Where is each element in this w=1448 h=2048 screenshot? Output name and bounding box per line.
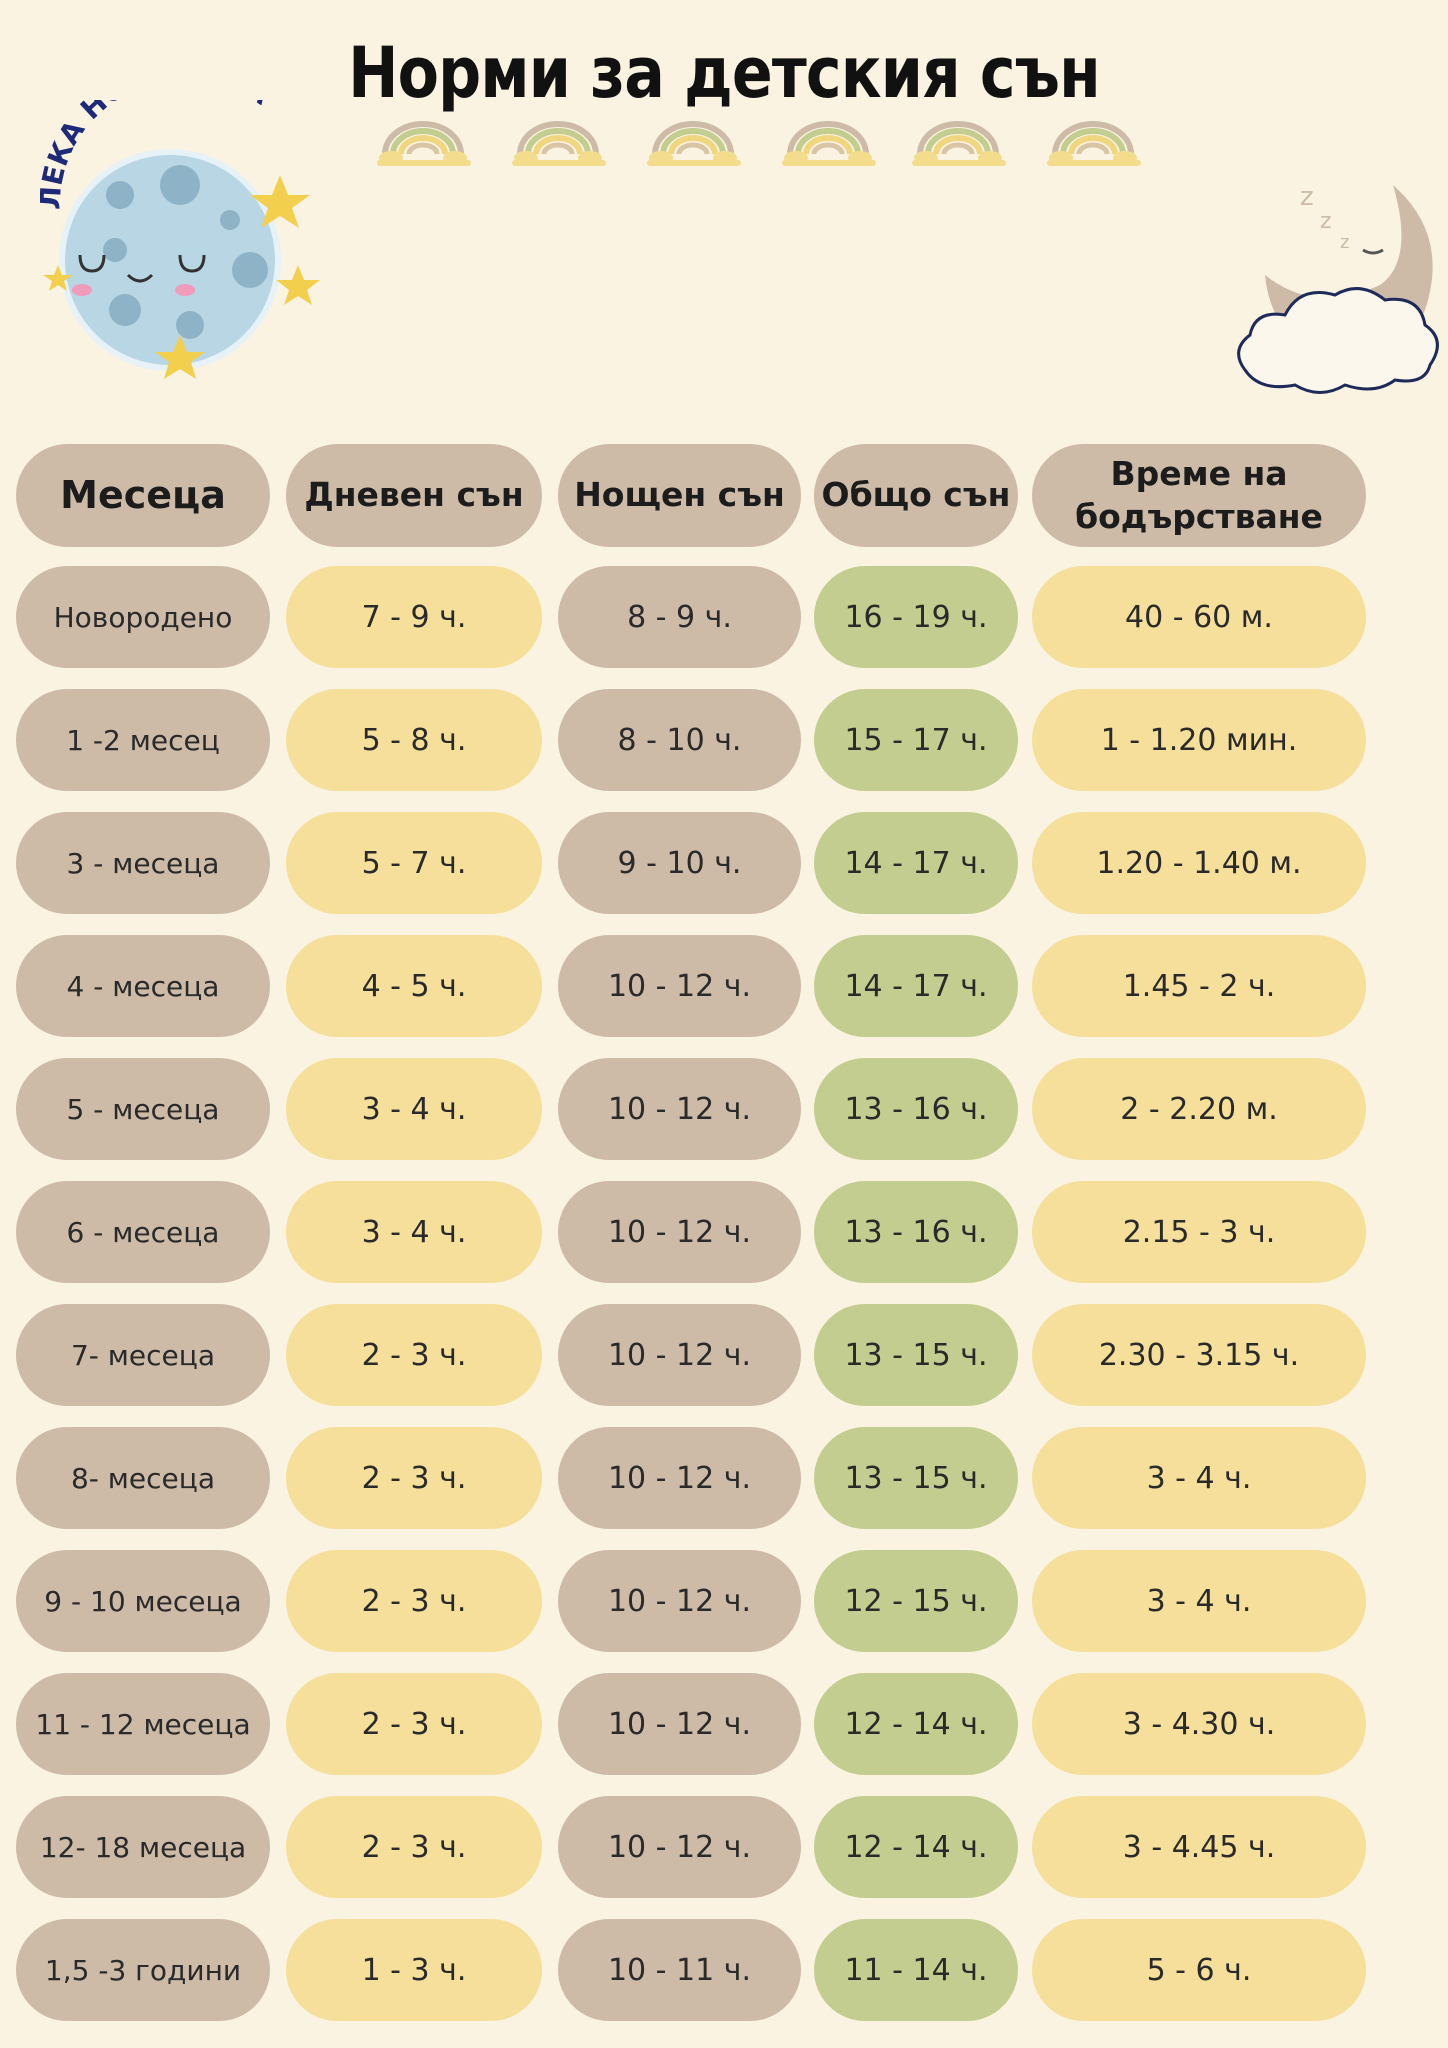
months-cell: 11 - 12 месеца [16, 1673, 270, 1775]
wake-time-cell: 3 - 4.30 ч. [1032, 1673, 1366, 1775]
day-sleep-cell: 3 - 4 ч. [286, 1181, 542, 1283]
night-sleep-cell: 10 - 12 ч. [558, 1550, 801, 1652]
wake-time-cell: 2.15 - 3 ч. [1032, 1181, 1366, 1283]
sleeping-moon-icon: z z z [1237, 182, 1439, 394]
cloud-icon [1237, 287, 1439, 394]
night-sleep-cell: 10 - 12 ч. [558, 1304, 801, 1406]
total-sleep-cell: 12 - 15 ч. [814, 1550, 1018, 1652]
total-sleep-cell: 11 - 14 ч. [814, 1919, 1018, 2021]
day-sleep-cell: 2 - 3 ч. [286, 1550, 542, 1652]
page-title: Норми за детския сън [348, 32, 1101, 114]
night-sleep-cell: 10 - 11 ч. [558, 1919, 801, 2021]
total-sleep-cell: 14 - 17 ч. [814, 812, 1018, 914]
rainbow-icon [912, 124, 1006, 166]
rainbow-icon [647, 124, 741, 166]
header-day-sleep: Дневен сън [286, 444, 542, 547]
total-sleep-cell: 14 - 17 ч. [814, 935, 1018, 1037]
wake-time-cell: 1.45 - 2 ч. [1032, 935, 1366, 1037]
svg-text:z: z [1340, 232, 1349, 253]
total-sleep-cell: 16 - 19 ч. [814, 566, 1018, 668]
day-sleep-cell: 2 - 3 ч. [286, 1673, 542, 1775]
day-sleep-cell: 4 - 5 ч. [286, 935, 542, 1037]
night-sleep-cell: 8 - 9 ч. [558, 566, 801, 668]
night-sleep-cell: 10 - 12 ч. [558, 1427, 801, 1529]
day-sleep-cell: 2 - 3 ч. [286, 1427, 542, 1529]
months-cell: 5 - месеца [16, 1058, 270, 1160]
day-sleep-cell: 5 - 8 ч. [286, 689, 542, 791]
night-sleep-cell: 10 - 12 ч. [558, 1181, 801, 1283]
months-cell: 12- 18 месеца [16, 1796, 270, 1898]
rainbow-icon [512, 124, 606, 166]
rainbow-icon [1047, 124, 1141, 166]
wake-time-cell: 5 - 6 ч. [1032, 1919, 1366, 2021]
wake-time-cell: 2.30 - 3.15 ч. [1032, 1304, 1366, 1406]
wake-time-cell: 3 - 4.45 ч. [1032, 1796, 1366, 1898]
night-sleep-cell: 10 - 12 ч. [558, 1673, 801, 1775]
months-cell: 7- месеца [16, 1304, 270, 1406]
months-cell: 1,5 -3 години [16, 1919, 270, 2021]
months-cell: Новородено [16, 566, 270, 668]
total-sleep-cell: 12 - 14 ч. [814, 1796, 1018, 1898]
star-icon [43, 175, 320, 379]
logo: ЛЕКА НОЩ,ДЕЦА [40, 100, 320, 379]
day-sleep-cell: 3 - 4 ч. [286, 1058, 542, 1160]
header-months: Месеца [16, 444, 270, 547]
night-sleep-cell: 8 - 10 ч. [558, 689, 801, 791]
months-cell: 3 - месеца [16, 812, 270, 914]
night-sleep-cell: 10 - 12 ч. [558, 1796, 801, 1898]
wake-time-cell: 3 - 4 ч. [1032, 1550, 1366, 1652]
total-sleep-cell: 13 - 15 ч. [814, 1427, 1018, 1529]
wake-time-cell: 2 - 2.20 м. [1032, 1058, 1366, 1160]
wake-time-cell: 40 - 60 м. [1032, 566, 1366, 668]
months-cell: 8- месеца [16, 1427, 270, 1529]
day-sleep-cell: 7 - 9 ч. [286, 566, 542, 668]
total-sleep-cell: 13 - 16 ч. [814, 1058, 1018, 1160]
svg-text:z: z [1320, 209, 1332, 234]
months-cell: 6 - месеца [16, 1181, 270, 1283]
rainbow-icon [782, 124, 876, 166]
wake-time-cell: 1 - 1.20 мин. [1032, 689, 1366, 791]
months-cell: 4 - месеца [16, 935, 270, 1037]
wake-time-cell: 3 - 4 ч. [1032, 1427, 1366, 1529]
wake-time-cell: 1.20 - 1.40 м. [1032, 812, 1366, 914]
day-sleep-cell: 5 - 7 ч. [286, 812, 542, 914]
night-sleep-cell: 9 - 10 ч. [558, 812, 801, 914]
total-sleep-cell: 13 - 16 ч. [814, 1181, 1018, 1283]
night-sleep-cell: 10 - 12 ч. [558, 935, 801, 1037]
total-sleep-cell: 13 - 15 ч. [814, 1304, 1018, 1406]
day-sleep-cell: 2 - 3 ч. [286, 1304, 542, 1406]
night-sleep-cell: 10 - 12 ч. [558, 1058, 801, 1160]
months-cell: 9 - 10 месеца [16, 1550, 270, 1652]
day-sleep-cell: 1 - 3 ч. [286, 1919, 542, 2021]
total-sleep-cell: 15 - 17 ч. [814, 689, 1018, 791]
rainbow-decor [375, 120, 1155, 175]
total-sleep-cell: 12 - 14 ч. [814, 1673, 1018, 1775]
header-wake-time: Време на бодърстване [1032, 444, 1366, 547]
months-cell: 1 -2 месец [16, 689, 270, 791]
day-sleep-cell: 2 - 3 ч. [286, 1796, 542, 1898]
header-total-sleep: Общо сън [814, 444, 1018, 547]
svg-text:z: z [1300, 182, 1314, 212]
header-night-sleep: Нощен сън [558, 444, 801, 547]
rainbow-icon [377, 124, 471, 166]
